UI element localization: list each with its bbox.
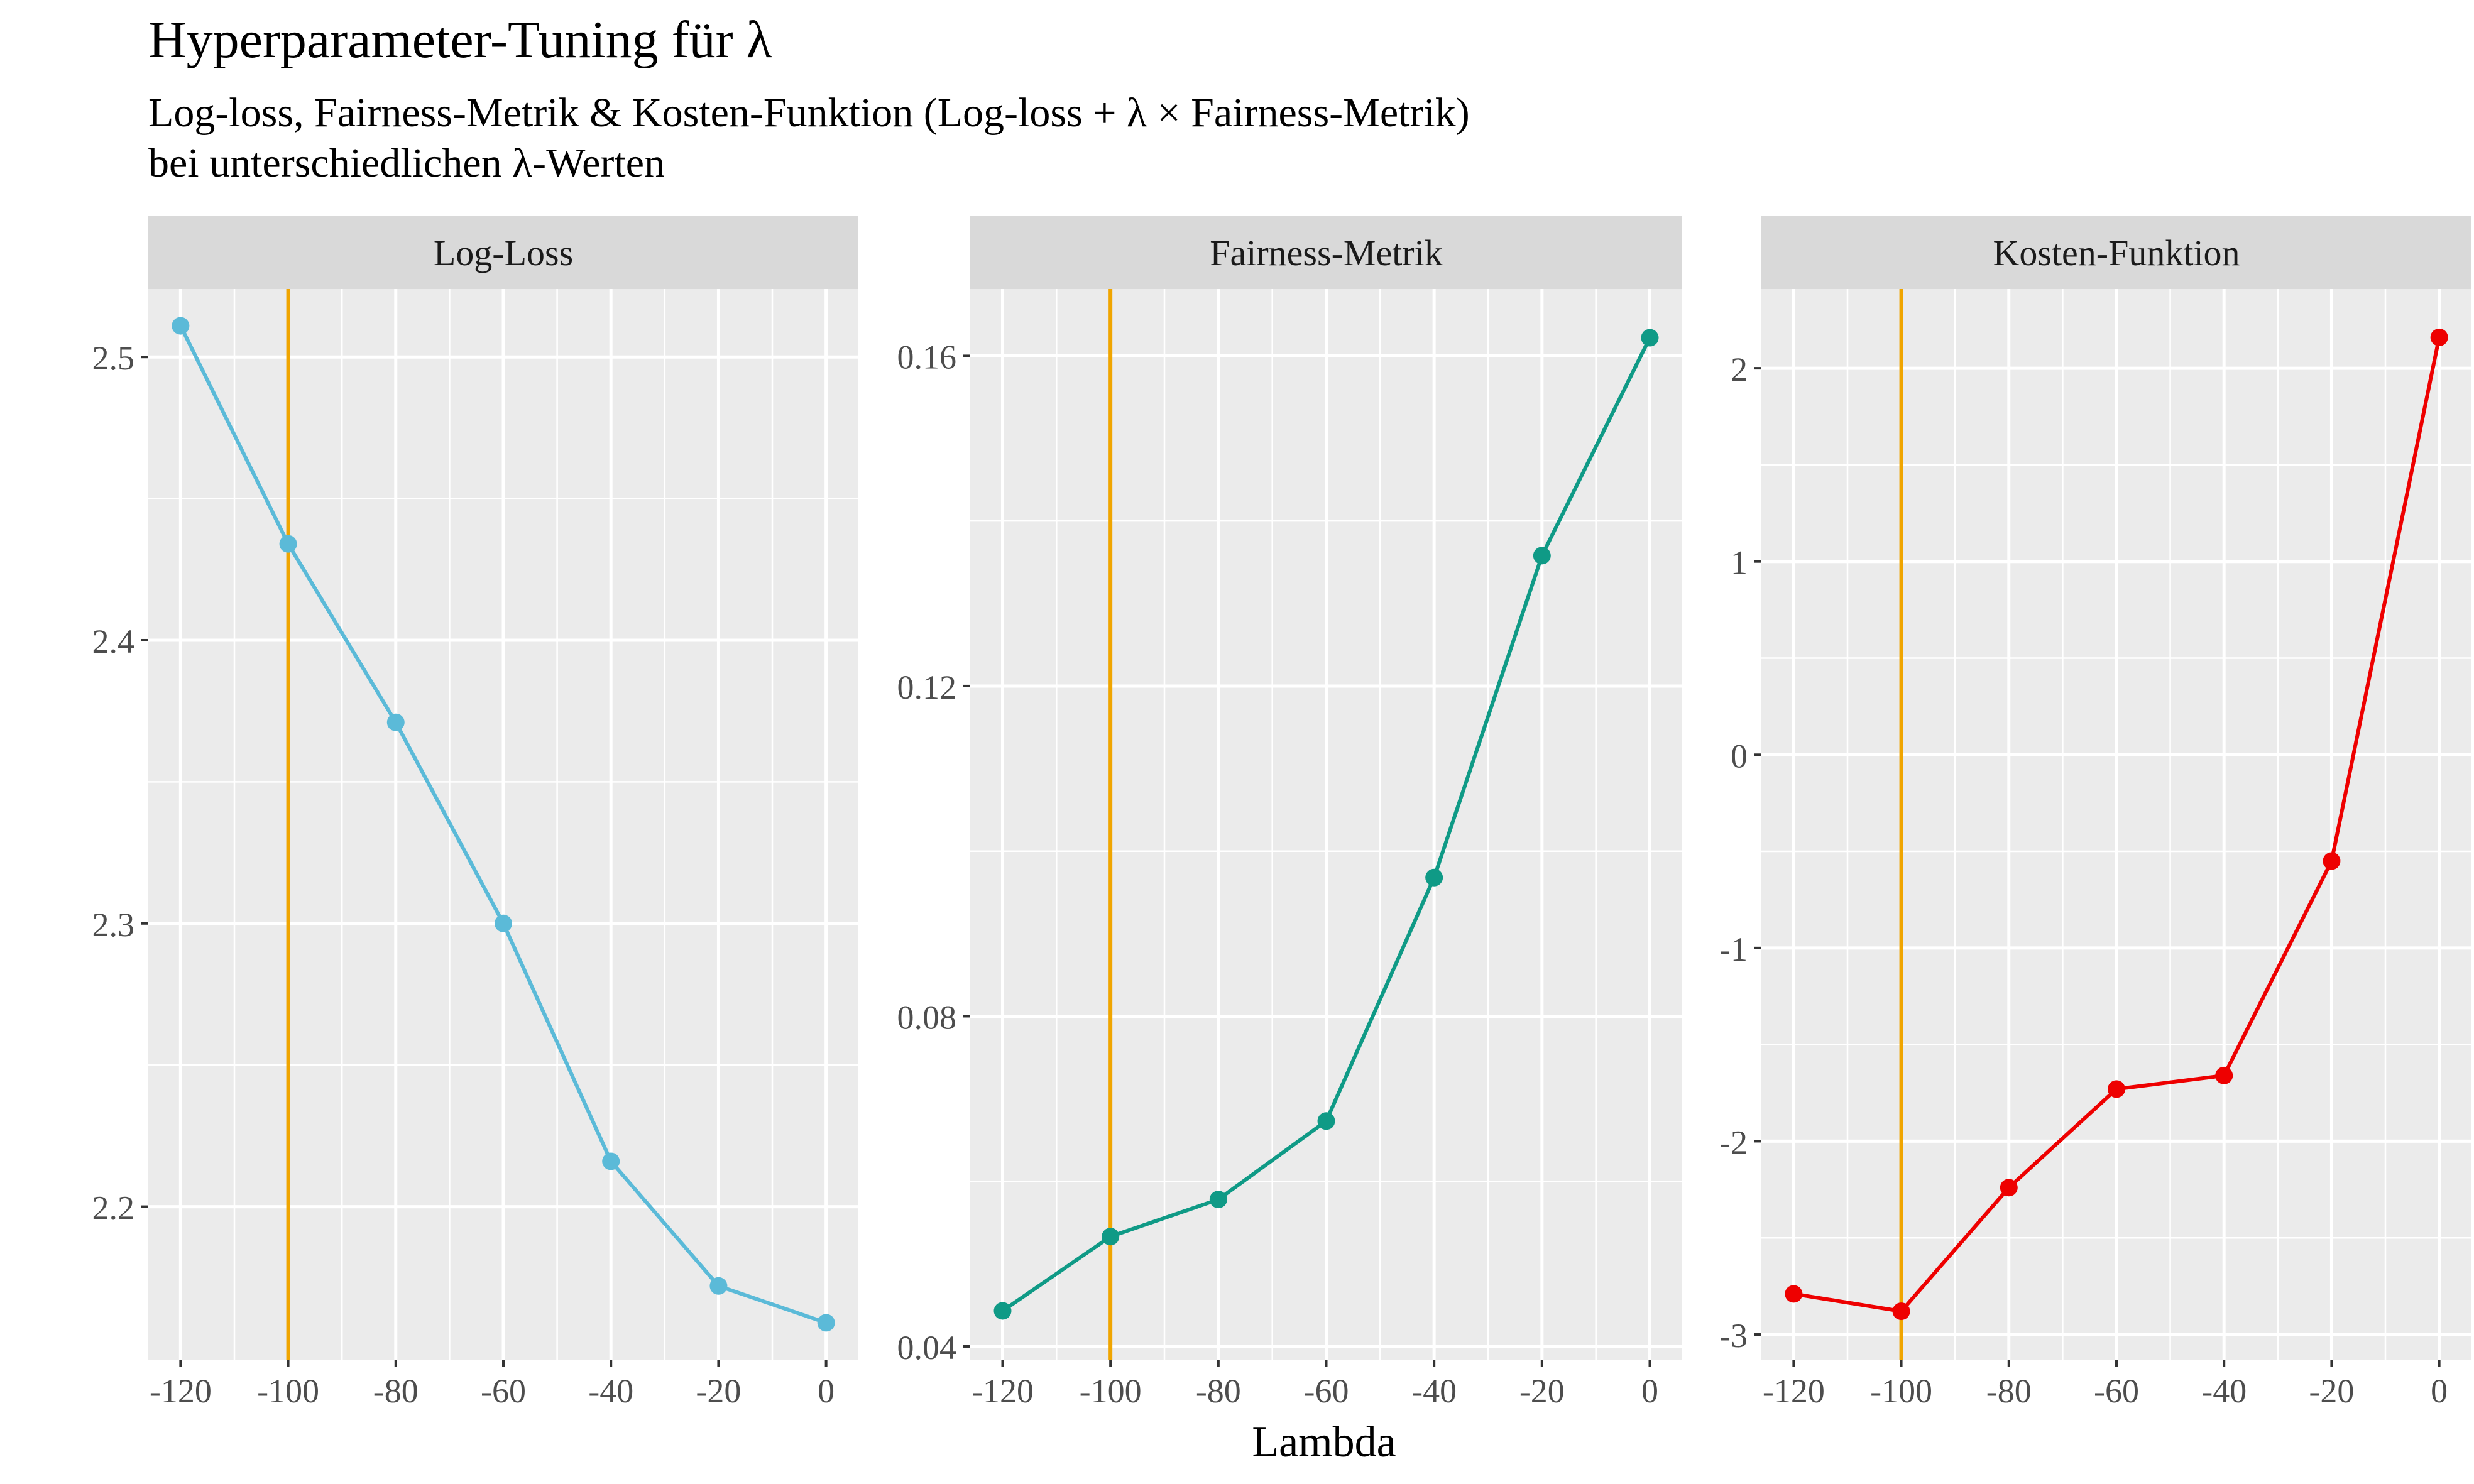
facet-strip-label: Fairness-Metrik bbox=[1210, 232, 1443, 273]
data-point bbox=[495, 914, 512, 932]
y-tick-label: 2.5 bbox=[92, 339, 135, 377]
data-point bbox=[2215, 1066, 2233, 1084]
data-point bbox=[1641, 329, 1659, 347]
x-tick-label: 0 bbox=[2431, 1372, 2448, 1410]
data-point bbox=[2108, 1080, 2125, 1098]
data-point bbox=[1425, 868, 1443, 887]
x-tick-label: -60 bbox=[1304, 1372, 1349, 1410]
data-point bbox=[2000, 1179, 2018, 1197]
x-tick-label: -40 bbox=[1411, 1372, 1457, 1410]
subtitle-line-1: Log-loss, Fairness-Metrik & Kosten-Funkt… bbox=[148, 90, 1470, 136]
y-tick-label: 0.04 bbox=[897, 1329, 957, 1367]
data-point bbox=[172, 317, 190, 335]
y-tick-label: 1 bbox=[1731, 544, 1748, 582]
data-point bbox=[2430, 328, 2448, 346]
x-tick-label: -120 bbox=[150, 1372, 212, 1410]
x-tick-label: -80 bbox=[373, 1372, 419, 1410]
data-point bbox=[817, 1314, 835, 1332]
x-tick-label: -120 bbox=[972, 1372, 1034, 1410]
x-tick-label: -20 bbox=[1519, 1372, 1565, 1410]
facet-strip-label: Kosten-Funktion bbox=[1993, 232, 2240, 273]
x-tick-label: -20 bbox=[696, 1372, 741, 1410]
data-point bbox=[1533, 547, 1551, 565]
data-point bbox=[1317, 1112, 1335, 1130]
x-tick-label: -60 bbox=[2094, 1372, 2139, 1410]
data-point bbox=[1892, 1302, 1910, 1321]
x-tick-label: 0 bbox=[818, 1372, 835, 1410]
y-tick-label: 0.16 bbox=[897, 338, 957, 376]
facet-strip bbox=[148, 216, 858, 289]
y-tick-label: -3 bbox=[1719, 1317, 1748, 1355]
facet-strip bbox=[1761, 216, 2471, 289]
data-point bbox=[1209, 1191, 1227, 1209]
y-tick-label: 2.3 bbox=[92, 906, 135, 944]
y-tick-label: -2 bbox=[1719, 1123, 1748, 1161]
data-point bbox=[993, 1302, 1012, 1320]
y-tick-label: 2.2 bbox=[92, 1189, 135, 1227]
data-point bbox=[279, 535, 297, 553]
data-point bbox=[386, 713, 405, 731]
chart-title: Hyperparameter-Tuning für λ bbox=[148, 11, 772, 69]
y-tick-label: 2.4 bbox=[92, 623, 135, 660]
data-point bbox=[709, 1277, 728, 1295]
chart-subtitle: Log-loss, Fairness-Metrik & Kosten-Funkt… bbox=[148, 88, 1470, 188]
y-tick-label: 0.12 bbox=[897, 668, 957, 706]
data-point bbox=[1102, 1228, 1120, 1246]
x-tick-label: -20 bbox=[2309, 1372, 2354, 1410]
subtitle-line-2: bei unterschiedlichen λ-Werten bbox=[148, 140, 665, 186]
data-point bbox=[2323, 852, 2341, 870]
panel-0: Log-Loss 2.2 2.3 2.4 2.5 -120 -100 -80 -60 -40 -20… bbox=[92, 216, 858, 1410]
data-point bbox=[602, 1152, 620, 1170]
facet-strip-label: Log-Loss bbox=[434, 232, 573, 273]
facet-strip bbox=[970, 216, 1682, 289]
y-tick-label: 2 bbox=[1731, 351, 1748, 388]
x-axis-label: Lambda bbox=[1252, 1418, 1396, 1466]
x-tick-label: -80 bbox=[1986, 1372, 2032, 1410]
x-tick-label: -80 bbox=[1196, 1372, 1241, 1410]
x-tick-label: -100 bbox=[1870, 1372, 1932, 1410]
x-tick-label: -40 bbox=[2201, 1372, 2247, 1410]
y-tick-label: 0 bbox=[1731, 737, 1748, 775]
x-tick-label: -120 bbox=[1763, 1372, 1825, 1410]
x-tick-label: -100 bbox=[1080, 1372, 1142, 1410]
x-tick-label: 0 bbox=[1641, 1372, 1658, 1410]
x-tick-label: -40 bbox=[588, 1372, 633, 1410]
panel-2: Kosten-Funktion -3 -2 -1 0 1 2 -120 -100 -80 -60 -4… bbox=[1719, 216, 2471, 1410]
x-tick-label: -100 bbox=[257, 1372, 319, 1410]
data-point bbox=[1785, 1285, 1803, 1303]
y-tick-label: 0.08 bbox=[897, 998, 957, 1036]
x-tick-label: -60 bbox=[481, 1372, 526, 1410]
y-tick-label: -1 bbox=[1719, 930, 1748, 968]
panel-1: Fairness-Metrik 0.04 0.08 0.12 0.16 -120 -100 -… bbox=[897, 216, 1682, 1410]
